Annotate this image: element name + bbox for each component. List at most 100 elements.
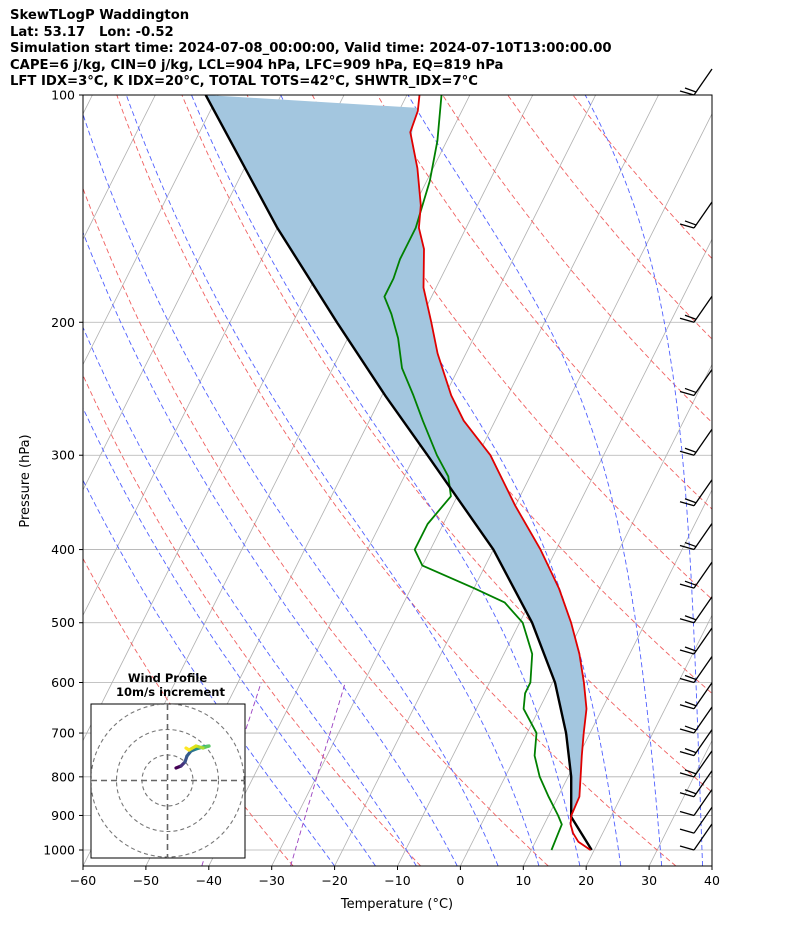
wind-barb	[679, 789, 713, 817]
barb-staff	[693, 523, 713, 550]
parcel-line	[204, 95, 593, 851]
wind-barb	[679, 750, 713, 778]
y-tick-label: 900	[51, 808, 75, 823]
barb-flag	[679, 618, 695, 624]
moist-adiabat	[125, 95, 540, 866]
barb-flag	[684, 701, 697, 707]
x-tick-label: −50	[133, 873, 159, 888]
barb-flag	[684, 725, 697, 731]
profile-lines	[204, 95, 593, 851]
x-tick-label: −10	[384, 873, 410, 888]
barb-staff	[693, 68, 713, 96]
barb-flag	[679, 317, 695, 323]
barb-staff	[693, 706, 713, 734]
x-tick-label: 20	[578, 873, 594, 888]
inset-title: Wind Profile	[128, 671, 208, 685]
barb-staff	[693, 806, 713, 834]
mixing-ratio-line	[290, 682, 346, 866]
barb-staff	[693, 295, 713, 323]
dry-adiabat	[116, 95, 677, 866]
moist-adiabat	[83, 231, 458, 866]
barb-flag	[679, 390, 695, 397]
barb-staff	[693, 428, 713, 456]
isotherm-line	[397, 238, 712, 866]
barb-flag	[679, 90, 695, 96]
isotherm-line	[83, 95, 219, 366]
x-tick-label: 0	[456, 873, 464, 888]
wind-barb	[679, 770, 713, 798]
wind-barb	[679, 428, 713, 456]
y-axis-label: Pressure (hPa)	[18, 434, 33, 527]
isotherm-line	[334, 112, 712, 866]
location-text: Lat: 53.17 Lon: -0.52	[10, 24, 174, 40]
barb-flag	[679, 845, 695, 851]
barb-flag	[684, 387, 697, 394]
barb-staff	[693, 789, 713, 816]
barb-flag	[684, 674, 697, 681]
time-text: Simulation start time: 2024-07-08_00:00:…	[10, 41, 612, 57]
hodograph-trace	[184, 746, 191, 752]
barb-flag	[679, 677, 695, 684]
isotherm-line	[522, 489, 712, 866]
barb-flag	[684, 615, 697, 621]
dry-adiabat	[311, 95, 712, 600]
isotherm-line	[711, 865, 712, 866]
dewpoint-line	[383, 95, 563, 851]
isotherm-line	[83, 95, 282, 491]
y-tick-label: 500	[51, 615, 75, 630]
isotherm-line	[208, 95, 596, 866]
params-line-1: CAPE=6 j/kg, CIN=0 j/kg, LCL=904 hPa, LF…	[10, 57, 504, 73]
barb-staff	[693, 369, 713, 396]
barb-staff	[693, 729, 713, 757]
barb-flag	[679, 810, 695, 817]
moist-adiabat	[191, 95, 581, 866]
chart-title: SkewTLogP Waddington	[10, 8, 190, 23]
cape-area	[205, 95, 587, 817]
barb-flag	[684, 748, 697, 754]
y-tick-label: 300	[51, 448, 75, 463]
wind-barb	[679, 369, 713, 397]
dry-adiabat	[572, 95, 712, 260]
wind-barb	[679, 729, 713, 757]
barb-staff	[693, 770, 713, 798]
barb-flag	[679, 772, 695, 778]
moist-adiabat	[83, 112, 499, 866]
barb-flag	[679, 223, 695, 229]
moist-adiabat	[407, 95, 663, 866]
wind-barb	[679, 561, 713, 589]
barb-staff	[693, 201, 713, 229]
x-tick-label: −20	[321, 873, 347, 888]
barb-staff	[693, 682, 713, 710]
barb-flag	[679, 704, 695, 710]
barb-staff	[693, 596, 713, 624]
barb-flag	[684, 87, 697, 93]
barb-flag	[684, 447, 697, 453]
wind-barb	[679, 706, 713, 734]
barb-flag	[679, 501, 695, 507]
barb-flag	[679, 544, 695, 551]
barb-flag	[684, 646, 697, 652]
moist-adiabat	[280, 95, 622, 866]
barb-flag	[679, 828, 695, 834]
cape-fill	[205, 95, 587, 817]
x-tick-label: 10	[515, 873, 531, 888]
y-tick-label: 700	[51, 726, 75, 741]
wind-barb	[679, 201, 713, 229]
dry-adiabat	[442, 95, 712, 424]
barb-flag	[684, 789, 697, 795]
barb-flag	[679, 751, 695, 757]
wind-barb	[679, 523, 713, 551]
barb-staff	[693, 561, 713, 589]
x-tick-label: −30	[259, 873, 285, 888]
wind-barb	[679, 596, 713, 624]
x-tick-label: 30	[641, 873, 657, 888]
isotherm-line	[585, 614, 712, 866]
barb-staff	[693, 627, 713, 655]
x-tick-label: −40	[196, 873, 222, 888]
barb-flag	[684, 498, 697, 504]
wind-barbs	[679, 68, 713, 851]
wind-barb	[679, 823, 713, 851]
wind-barb	[679, 68, 713, 96]
